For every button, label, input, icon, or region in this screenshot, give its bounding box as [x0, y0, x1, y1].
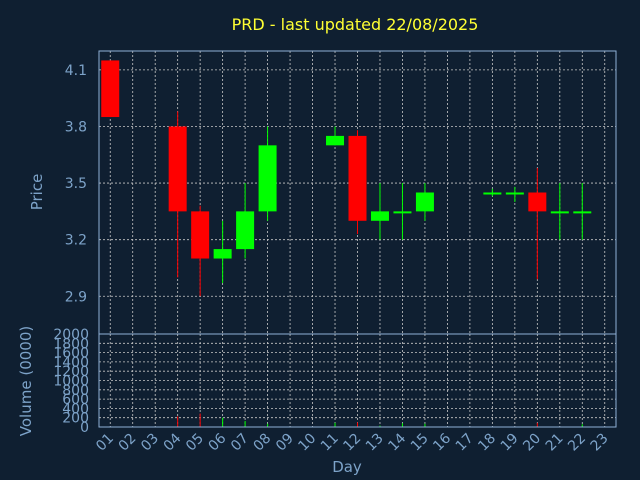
day-tick-label: 21 [543, 431, 567, 455]
price-tick-label: 3.5 [65, 176, 87, 192]
candle-body [550, 211, 569, 214]
candle-body [573, 211, 592, 214]
day-tick-label: 15 [408, 431, 432, 455]
candle-body [415, 192, 434, 212]
candle-body [370, 211, 389, 221]
day-tick-label: 05 [183, 431, 207, 455]
volume-tick-label: 1600 [53, 346, 89, 362]
day-tick-label: 11 [318, 431, 342, 455]
day-tick-label: 14 [385, 430, 409, 454]
candle-body [483, 192, 502, 195]
day-tick-label: 06 [206, 430, 230, 454]
candle-body [191, 211, 210, 259]
day-tick-label: 12 [340, 431, 364, 455]
volume-tick-label: 400 [62, 401, 89, 417]
volume-panel-frame [98, 333, 617, 428]
volume-tick-label: 800 [62, 383, 89, 399]
day-tick-label: 16 [430, 430, 454, 454]
day-tick-label: 19 [498, 431, 522, 455]
day-tick-label: 09 [273, 431, 297, 455]
day-tick-label: 13 [363, 431, 387, 455]
volume-tick-label: 1000 [53, 374, 89, 390]
day-tick-label: 20 [520, 431, 544, 455]
volume-tick-label: 1800 [53, 336, 89, 352]
candle-body [258, 145, 277, 212]
volume-tick-label: 600 [62, 392, 89, 408]
candle-body [326, 135, 345, 146]
price-tick-label: 2.9 [65, 289, 87, 305]
volume-grid [99, 333, 616, 428]
candle-body [236, 211, 255, 250]
candle-body [101, 60, 120, 118]
day-tick-label: 17 [453, 431, 477, 455]
day-axis-label: Day [332, 458, 362, 476]
volume-axis-label: Volume (0000) [17, 326, 35, 436]
volume-tick-label: 0 [80, 420, 89, 436]
candle-body [528, 192, 547, 212]
chart-title: PRD - last updated 22/08/2025 [232, 15, 479, 34]
price-tick-label: 3.2 [65, 233, 87, 249]
volume-tick-label: 2000 [53, 327, 89, 343]
volume-bars [109, 413, 583, 427]
price-tick-labels: 2.9 3.2 3.5 3.8 4.1 [65, 63, 87, 305]
volume-tick-label: 1400 [53, 355, 89, 371]
day-tick-label: 08 [250, 431, 274, 455]
volume-tick-label: 200 [62, 411, 89, 427]
day-tick-labels: 0102030405060708091011121314151617181920… [93, 430, 611, 454]
candle-body [348, 135, 367, 221]
day-tick-label: 01 [93, 431, 117, 455]
price-axis-label: Price [28, 174, 46, 211]
day-tick-label: 18 [475, 431, 499, 455]
day-tick-label: 02 [116, 431, 140, 455]
price-tick-label: 4.1 [65, 63, 87, 79]
day-tick-label: 10 [295, 431, 319, 455]
candle-body [168, 126, 187, 212]
candle-body [393, 211, 412, 214]
candles [101, 60, 592, 297]
day-tick-label: 07 [228, 431, 252, 455]
volume-tick-label: 1200 [53, 364, 89, 380]
price-tick-label: 3.8 [65, 119, 87, 135]
day-tick-label: 04 [161, 430, 185, 454]
day-tick-label: 23 [588, 431, 612, 455]
candle-body [505, 192, 524, 195]
day-tick-label: 03 [138, 431, 162, 455]
day-tick-label: 22 [565, 431, 589, 455]
candle-body [213, 249, 232, 259]
